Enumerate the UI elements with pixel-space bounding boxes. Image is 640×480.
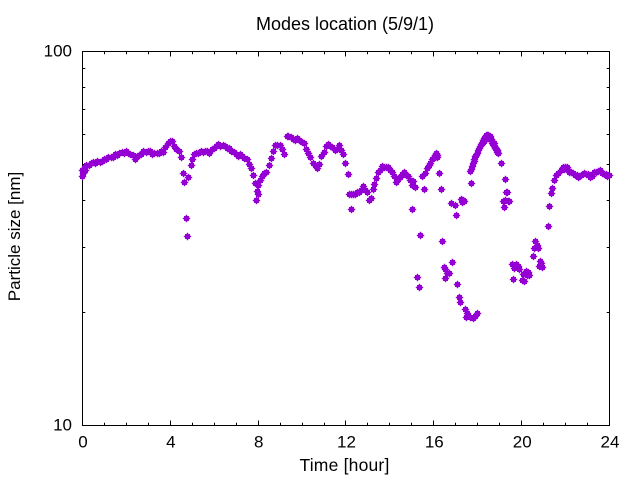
- svg-text:0: 0: [78, 433, 87, 452]
- svg-text:10: 10: [53, 416, 72, 435]
- svg-text:24: 24: [601, 433, 620, 452]
- svg-text:8: 8: [254, 433, 263, 452]
- svg-text:20: 20: [513, 433, 532, 452]
- svg-text:Time [hour]: Time [hour]: [299, 455, 389, 475]
- svg-text:100: 100: [44, 42, 72, 61]
- svg-text:Modes location (5/9/1): Modes location (5/9/1): [256, 14, 434, 34]
- svg-text:16: 16: [425, 433, 444, 452]
- svg-text:12: 12: [337, 433, 356, 452]
- svg-text:Particle size [nm]: Particle size [nm]: [5, 172, 24, 301]
- svg-text:4: 4: [166, 433, 175, 452]
